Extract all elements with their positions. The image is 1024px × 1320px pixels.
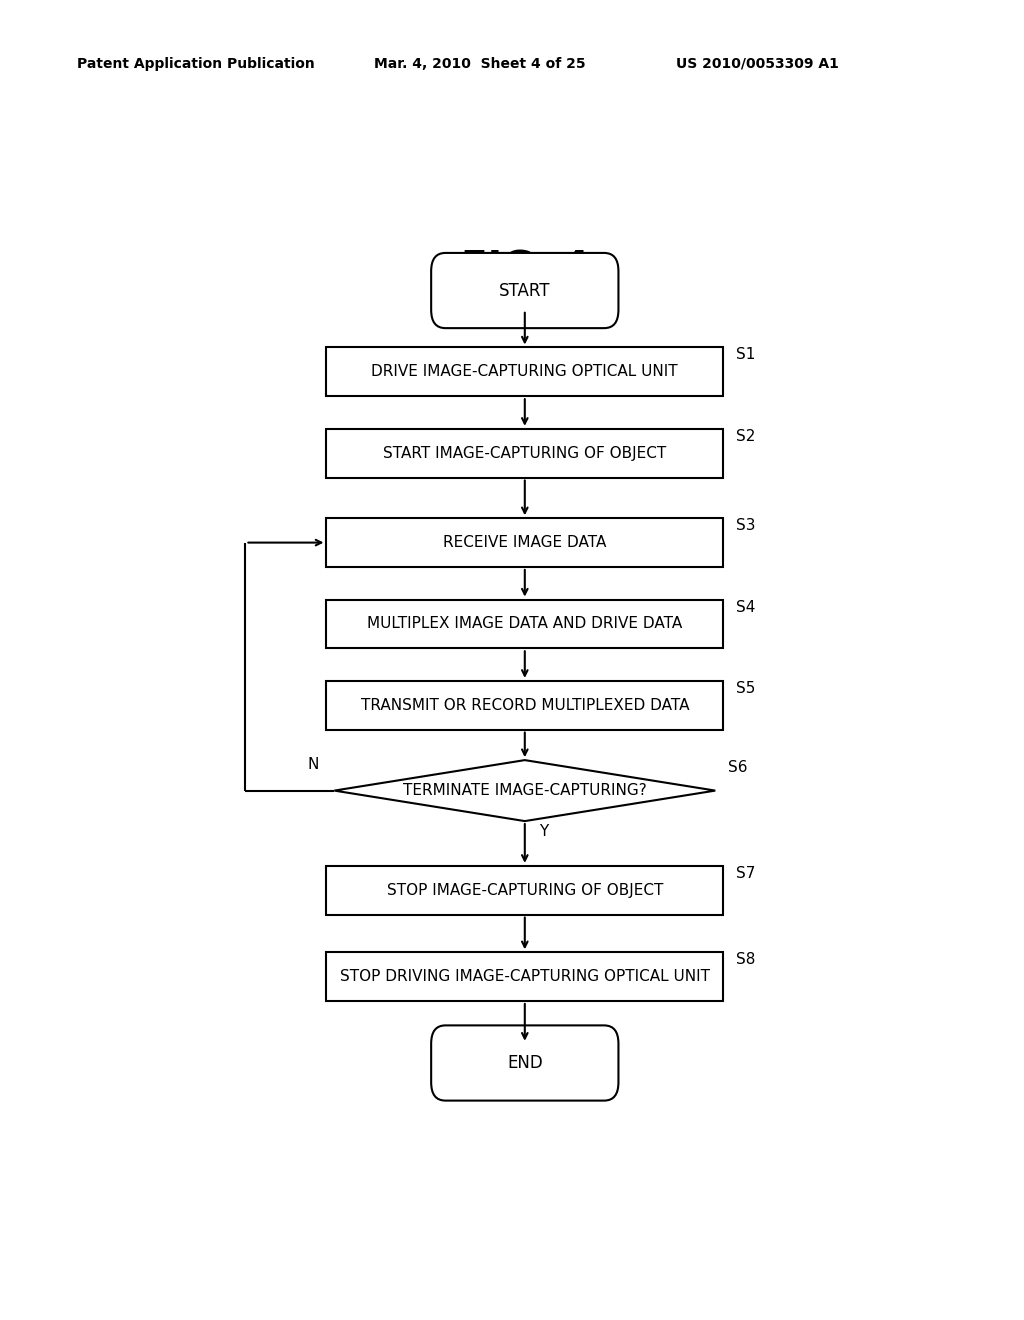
Text: N: N xyxy=(307,758,318,772)
FancyBboxPatch shape xyxy=(327,681,723,730)
Text: Y: Y xyxy=(539,824,548,838)
Text: MULTIPLEX IMAGE DATA AND DRIVE DATA: MULTIPLEX IMAGE DATA AND DRIVE DATA xyxy=(368,616,682,631)
Text: S1: S1 xyxy=(736,347,756,363)
Text: S8: S8 xyxy=(736,952,756,968)
Text: DRIVE IMAGE-CAPTURING OPTICAL UNIT: DRIVE IMAGE-CAPTURING OPTICAL UNIT xyxy=(372,364,678,379)
Text: STOP IMAGE-CAPTURING OF OBJECT: STOP IMAGE-CAPTURING OF OBJECT xyxy=(387,883,663,898)
Polygon shape xyxy=(334,760,715,821)
FancyBboxPatch shape xyxy=(327,866,723,915)
Text: Mar. 4, 2010  Sheet 4 of 25: Mar. 4, 2010 Sheet 4 of 25 xyxy=(374,57,586,71)
FancyBboxPatch shape xyxy=(327,952,723,1001)
Text: START: START xyxy=(499,281,551,300)
FancyBboxPatch shape xyxy=(327,599,723,648)
Text: TRANSMIT OR RECORD MULTIPLEXED DATA: TRANSMIT OR RECORD MULTIPLEXED DATA xyxy=(360,698,689,713)
FancyBboxPatch shape xyxy=(431,1026,618,1101)
FancyBboxPatch shape xyxy=(327,519,723,568)
Text: TERMINATE IMAGE-CAPTURING?: TERMINATE IMAGE-CAPTURING? xyxy=(402,783,647,799)
Text: RECEIVE IMAGE DATA: RECEIVE IMAGE DATA xyxy=(443,535,606,550)
Text: START IMAGE-CAPTURING OF OBJECT: START IMAGE-CAPTURING OF OBJECT xyxy=(383,446,667,461)
Text: S6: S6 xyxy=(728,760,748,775)
Text: S5: S5 xyxy=(736,681,756,696)
FancyBboxPatch shape xyxy=(431,253,618,329)
Text: S3: S3 xyxy=(736,519,756,533)
Text: FIG. 4: FIG. 4 xyxy=(461,249,589,288)
Text: US 2010/0053309 A1: US 2010/0053309 A1 xyxy=(676,57,839,71)
Text: S4: S4 xyxy=(736,599,756,615)
Text: Patent Application Publication: Patent Application Publication xyxy=(77,57,314,71)
Text: S2: S2 xyxy=(736,429,756,444)
FancyBboxPatch shape xyxy=(327,347,723,396)
Text: S7: S7 xyxy=(736,866,756,880)
Text: END: END xyxy=(507,1053,543,1072)
FancyBboxPatch shape xyxy=(327,429,723,478)
Text: STOP DRIVING IMAGE-CAPTURING OPTICAL UNIT: STOP DRIVING IMAGE-CAPTURING OPTICAL UNI… xyxy=(340,969,710,985)
